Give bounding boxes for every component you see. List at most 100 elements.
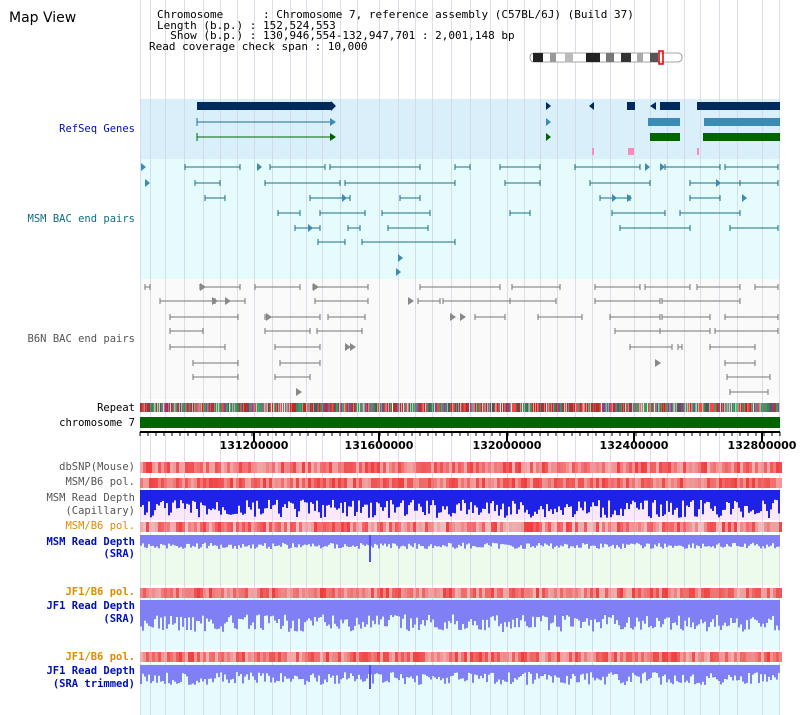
- depth-bar: [150, 535, 152, 547]
- pol-cell: [197, 522, 200, 532]
- depth-bar: [304, 490, 306, 503]
- jf1-depth-trim-label[interactable]: JF1 Read Depth: [46, 665, 135, 677]
- depth-bar: [272, 600, 274, 616]
- jf1-b6-pol-label[interactable]: JF1/B6 pol.: [65, 586, 135, 598]
- pol-cell: [710, 522, 713, 532]
- msm-bac-pairs[interactable]: [141, 163, 779, 276]
- depth-bar: [222, 600, 224, 632]
- depth-bar: [470, 600, 472, 619]
- pol-cell: [302, 588, 305, 598]
- depth-bar: [146, 600, 148, 624]
- depth-bar: [588, 665, 590, 685]
- jf1-depth-sra-label[interactable]: JF1 Read Depth: [46, 600, 135, 612]
- b6n-bac-label[interactable]: B6N BAC end pairs: [27, 333, 135, 345]
- gene-arrow: [330, 118, 336, 126]
- depth-bar: [396, 600, 398, 616]
- msm-bac-label[interactable]: MSM BAC end pairs: [27, 213, 135, 225]
- pol-cell: [209, 478, 212, 488]
- depth-bar: [502, 600, 504, 632]
- depth-bar: [586, 535, 588, 544]
- depth-bar: [416, 600, 418, 618]
- pol-cell: [641, 522, 644, 532]
- depth-bar: [172, 490, 174, 503]
- jf1-b6-pol-label-2[interactable]: JF1/B6 pol.: [65, 651, 135, 663]
- depth-bar: [436, 490, 438, 518]
- pol-cell: [260, 478, 263, 488]
- pol-cell: [473, 478, 476, 488]
- depth-bar: [236, 535, 238, 549]
- depth-bar: [290, 535, 292, 548]
- depth-bar: [606, 600, 608, 625]
- pol-cell: [623, 588, 626, 598]
- depth-bar: [694, 490, 696, 517]
- pol-cell: [728, 478, 731, 488]
- pol-cell: [707, 478, 710, 488]
- pol-cell: [224, 478, 227, 488]
- msm-depth-cap-label[interactable]: MSM Read Depth: [46, 492, 135, 504]
- pol-cell: [299, 522, 302, 532]
- pol-cell: [566, 478, 569, 488]
- pol-cell: [677, 478, 680, 488]
- depth-bar: [688, 665, 690, 683]
- gene-arrow: [331, 101, 336, 111]
- pol-cell: [287, 588, 290, 598]
- repeat-element: [346, 403, 349, 412]
- depth-bar: [298, 600, 300, 619]
- bac-end-arrow: [655, 359, 661, 367]
- depth-bar: [352, 600, 354, 631]
- pol-cell: [749, 462, 752, 473]
- depth-bar: [316, 665, 318, 682]
- depth-bar: [234, 665, 236, 684]
- pol-cell: [227, 462, 230, 473]
- depth-bar: [644, 535, 646, 547]
- pol-cell: [680, 522, 683, 532]
- pol-cell: [683, 522, 686, 532]
- depth-bar: [186, 665, 188, 677]
- repeat-element: [333, 403, 337, 412]
- pol-cell: [272, 652, 275, 662]
- depth-bar: [672, 490, 674, 515]
- msm-depth-sra-label[interactable]: MSM Read Depth: [46, 536, 135, 548]
- b6n-bac-pairs[interactable]: [144, 283, 779, 396]
- repeat-element: [344, 403, 348, 412]
- pol-cell: [560, 478, 563, 488]
- depth-bar: [720, 665, 722, 685]
- pol-cell: [149, 462, 152, 473]
- repeat-element: [705, 403, 708, 412]
- depth-bar: [436, 600, 438, 628]
- depth-bar: [750, 535, 752, 545]
- repeat-element: [731, 403, 734, 412]
- refseq-genes[interactable]: [196, 101, 780, 155]
- depth-bar: [434, 535, 436, 546]
- pol-cell: [521, 522, 524, 532]
- dbsnp-label[interactable]: dbSNP(Mouse): [59, 461, 135, 473]
- depth-bar: [334, 600, 336, 624]
- depth-bar: [662, 665, 664, 677]
- refseq-genes-label[interactable]: RefSeq Genes: [59, 123, 135, 135]
- pol-cell: [455, 652, 458, 662]
- depth-bar: [742, 600, 744, 632]
- info-line: Show (b.p.) : 130,946,554-132,947,701 : …: [157, 29, 515, 42]
- pol-cell: [194, 462, 197, 473]
- depth-bar: [306, 600, 308, 621]
- depth-bar: [360, 665, 362, 680]
- pol-cell: [293, 462, 296, 473]
- pol-cell: [488, 478, 491, 488]
- depth-bar: [242, 490, 244, 515]
- depth-bar: [320, 665, 322, 685]
- repeat-element: [245, 403, 249, 412]
- pol-cell: [296, 462, 299, 473]
- pol-cell: [326, 522, 329, 532]
- depth-bar: [236, 490, 238, 514]
- depth-bar: [692, 600, 694, 623]
- pol-cell: [347, 652, 350, 662]
- depth-bar: [596, 535, 598, 549]
- pol-cell: [752, 588, 755, 598]
- depth-bar: [288, 600, 290, 632]
- msm-b6-pol-label[interactable]: MSM/B6 pol.: [65, 476, 135, 488]
- pol-cell: [755, 652, 758, 662]
- msm-b6-pol-label-2[interactable]: MSM/B6 pol.: [65, 520, 135, 532]
- depth-bar: [584, 665, 586, 680]
